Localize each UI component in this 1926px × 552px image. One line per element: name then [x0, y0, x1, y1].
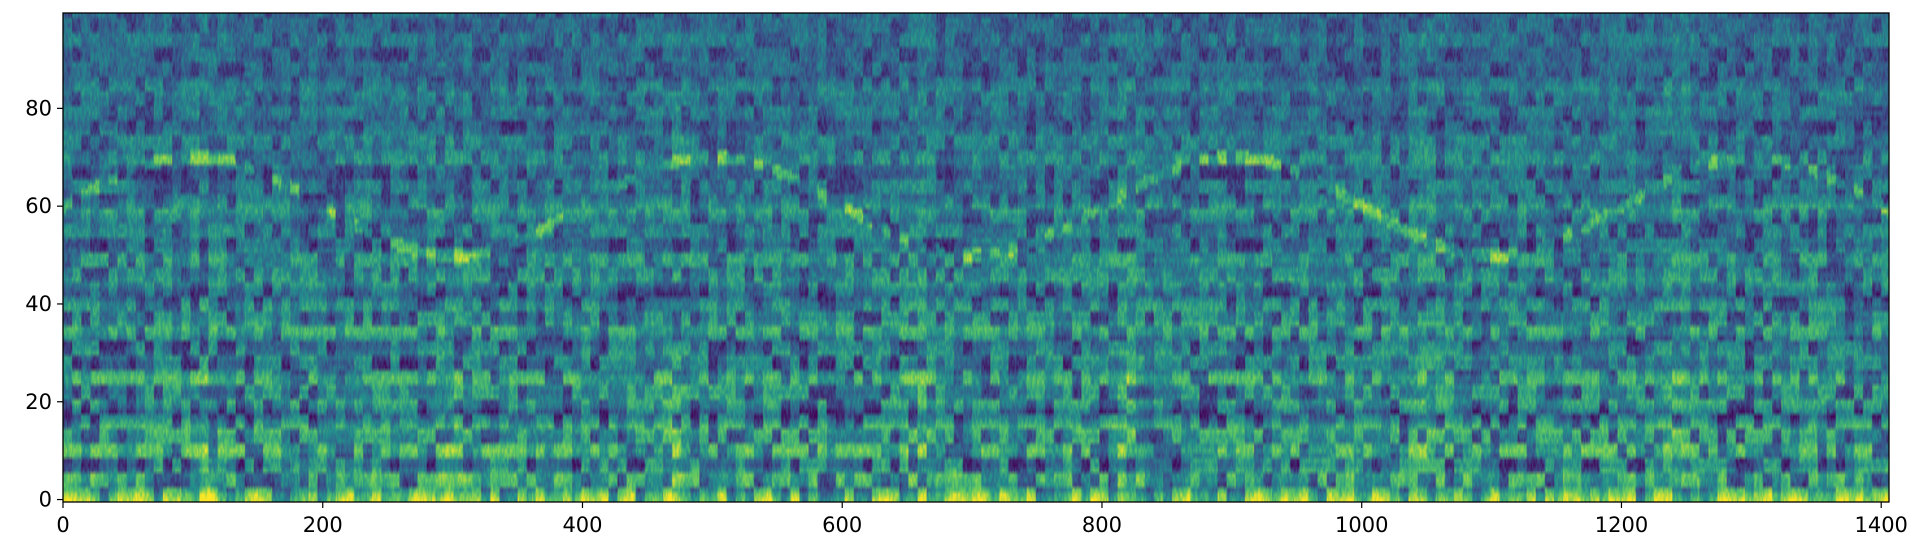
x-tick-label: 600 [822, 513, 862, 537]
y-tick-label: 20 [25, 390, 52, 414]
y-tick-label: 80 [25, 96, 52, 120]
x-axis: 0 200 400 600 800 1000 1200 1400 [56, 502, 1908, 537]
y-axis: 0 20 40 60 80 [25, 96, 63, 512]
y-tick-label: 0 [39, 488, 52, 512]
x-tick-label: 0 [56, 513, 69, 537]
plot-frame [62, 12, 1890, 503]
x-tick-label: 1000 [1335, 513, 1388, 537]
x-tick-label: 800 [1082, 513, 1122, 537]
heatmap-image [63, 13, 1889, 502]
x-tick-label: 400 [562, 513, 602, 537]
x-tick-label: 1400 [1854, 513, 1907, 537]
x-tick-label: 200 [303, 513, 343, 537]
y-tick-label: 60 [25, 194, 52, 218]
x-tick-label: 1200 [1595, 513, 1648, 537]
y-tick-label: 40 [25, 292, 52, 316]
plot-area [62, 12, 1890, 503]
